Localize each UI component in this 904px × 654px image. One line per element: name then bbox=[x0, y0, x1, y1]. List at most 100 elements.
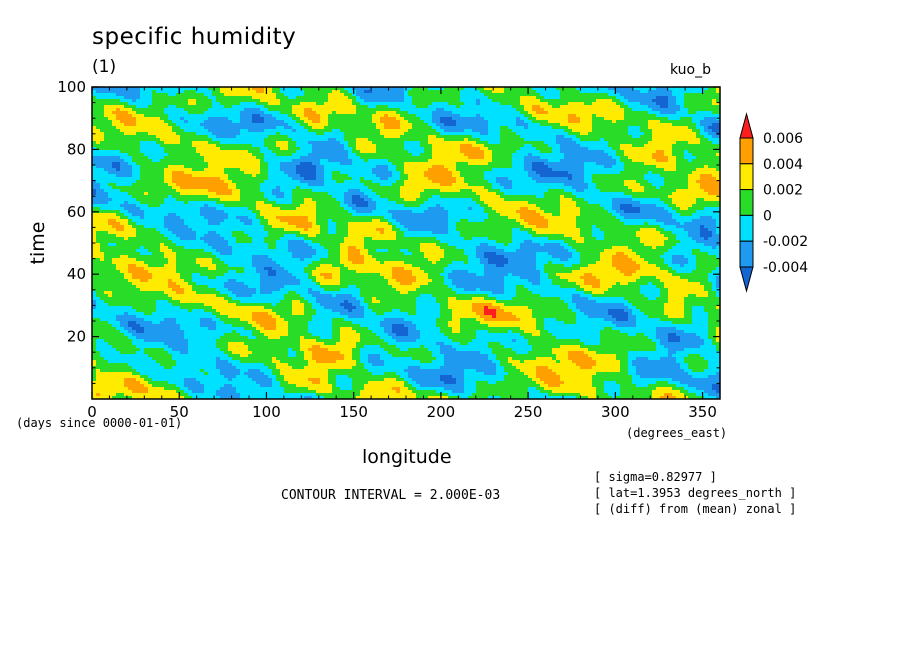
heatmap-cell bbox=[420, 294, 433, 298]
heatmap-cell bbox=[448, 225, 457, 229]
heatmap-cell bbox=[424, 345, 441, 349]
heatmap-cell bbox=[380, 117, 397, 121]
heatmap-cell bbox=[640, 264, 657, 268]
heatmap-cell bbox=[288, 321, 309, 325]
heatmap-cell bbox=[232, 252, 293, 256]
heatmap-cell bbox=[436, 297, 449, 301]
heatmap-cell bbox=[548, 189, 565, 193]
heatmap-cell bbox=[704, 198, 720, 202]
heatmap-cell bbox=[716, 294, 720, 298]
heatmap-cell bbox=[104, 105, 125, 109]
heatmap-cell bbox=[392, 267, 405, 271]
heatmap-cell bbox=[360, 336, 381, 340]
heatmap-cell bbox=[136, 198, 165, 202]
heatmap-cell bbox=[312, 279, 317, 283]
heatmap-cell bbox=[420, 192, 477, 196]
heatmap-cell bbox=[640, 207, 665, 211]
heatmap-cell bbox=[580, 252, 601, 256]
heatmap-cell bbox=[372, 363, 385, 367]
heatmap-cell bbox=[408, 387, 417, 391]
heatmap-cell bbox=[232, 120, 241, 124]
heatmap-cell bbox=[324, 246, 341, 250]
heatmap-cell bbox=[488, 342, 501, 346]
heatmap-cell bbox=[204, 309, 217, 313]
heatmap-cell bbox=[252, 114, 261, 118]
heatmap-cell bbox=[444, 249, 465, 253]
heatmap-cell bbox=[324, 306, 345, 310]
heatmap-cell bbox=[596, 225, 661, 229]
heatmap-cell bbox=[200, 264, 217, 268]
heatmap-cell bbox=[676, 141, 689, 145]
heatmap-cell bbox=[616, 267, 641, 271]
heatmap-cell bbox=[404, 90, 409, 94]
heatmap-cell bbox=[428, 177, 457, 181]
heatmap-cell bbox=[308, 324, 333, 328]
heatmap-cell bbox=[396, 234, 405, 238]
heatmap-cell bbox=[248, 375, 269, 379]
heatmap-cell bbox=[168, 351, 181, 355]
heatmap-cell bbox=[412, 264, 449, 268]
heatmap-cell bbox=[252, 174, 257, 178]
heatmap-cell bbox=[308, 234, 317, 238]
heatmap-cell bbox=[580, 117, 593, 121]
heatmap-cell bbox=[676, 168, 697, 172]
heatmap-cell bbox=[484, 144, 525, 148]
heatmap-cell bbox=[92, 102, 129, 106]
heatmap-cell bbox=[212, 99, 217, 103]
colorbar-bottom-cap bbox=[739, 266, 754, 293]
heatmap-cell bbox=[244, 270, 257, 274]
heatmap-cell bbox=[216, 366, 237, 370]
heatmap-cell bbox=[632, 273, 673, 277]
heatmap-cell bbox=[168, 114, 241, 118]
heatmap-cell bbox=[108, 360, 157, 364]
heatmap-cell bbox=[440, 183, 453, 187]
heatmap-cell bbox=[300, 339, 317, 343]
heatmap-cell bbox=[584, 177, 593, 181]
heatmap-cell bbox=[256, 267, 265, 271]
heatmap-cell bbox=[708, 360, 720, 364]
heatmap-cell bbox=[452, 327, 461, 331]
heatmap-cell bbox=[420, 330, 441, 334]
heatmap-cell bbox=[492, 351, 517, 355]
heatmap-cell bbox=[604, 150, 617, 154]
heatmap-cell bbox=[600, 282, 617, 286]
heatmap-cell bbox=[272, 309, 293, 313]
heatmap-cell bbox=[684, 300, 720, 304]
heatmap-cell bbox=[268, 234, 285, 238]
heatmap-cell bbox=[316, 111, 333, 115]
heatmap-cell bbox=[128, 153, 145, 157]
heatmap-cell bbox=[308, 288, 313, 292]
heatmap-cell bbox=[104, 339, 133, 343]
heatmap-cell bbox=[692, 321, 709, 325]
heatmap-cell bbox=[304, 267, 317, 271]
heatmap-cell bbox=[192, 144, 217, 148]
heatmap-cell bbox=[704, 117, 717, 121]
heatmap-cell bbox=[676, 225, 701, 229]
heatmap-cell bbox=[540, 333, 553, 337]
heatmap-cell bbox=[440, 327, 453, 331]
heatmap-cell bbox=[648, 261, 665, 265]
heatmap-cell bbox=[404, 96, 413, 100]
heatmap-cell bbox=[148, 156, 165, 160]
heatmap-cell bbox=[624, 102, 641, 106]
heatmap-cell bbox=[244, 372, 265, 376]
heatmap-cell bbox=[248, 207, 257, 211]
heatmap-cell bbox=[296, 351, 305, 355]
heatmap-cell bbox=[124, 201, 129, 205]
heatmap-cell bbox=[152, 273, 181, 277]
heatmap-cell bbox=[532, 345, 561, 349]
heatmap-cell bbox=[252, 210, 261, 214]
heatmap-cell bbox=[636, 261, 649, 265]
heatmap-cell bbox=[564, 300, 573, 304]
heatmap-cell bbox=[340, 255, 349, 259]
heatmap-cell bbox=[580, 144, 609, 148]
heatmap-cell bbox=[228, 243, 269, 247]
heatmap-cell bbox=[360, 180, 373, 184]
heatmap-cell bbox=[620, 282, 629, 286]
heatmap-cell bbox=[552, 255, 573, 259]
heatmap-cell bbox=[596, 114, 625, 118]
heatmap-cell bbox=[520, 222, 529, 226]
heatmap-cell bbox=[152, 357, 173, 361]
heatmap-cell bbox=[260, 171, 269, 175]
heatmap-cell bbox=[536, 195, 545, 199]
